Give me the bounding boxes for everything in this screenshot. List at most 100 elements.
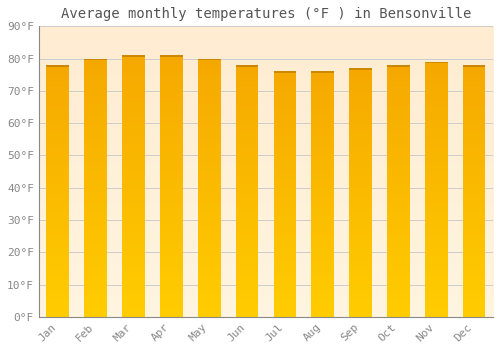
Bar	[312, 90, 334, 93]
Bar	[274, 256, 296, 259]
Bar	[274, 280, 296, 283]
Bar	[274, 170, 296, 173]
Bar	[312, 133, 334, 136]
Bar	[312, 274, 334, 277]
Bar	[463, 100, 485, 103]
Bar	[312, 114, 334, 118]
Bar	[387, 147, 410, 150]
Bar	[46, 241, 69, 244]
Bar	[425, 288, 448, 291]
Bar	[46, 203, 69, 206]
Bar	[84, 194, 107, 197]
Bar	[312, 246, 334, 249]
Bar	[425, 244, 448, 247]
Bar	[122, 251, 145, 255]
Bar	[387, 84, 410, 87]
Bar	[236, 260, 258, 263]
Bar	[312, 130, 334, 133]
Bar	[84, 307, 107, 310]
Bar	[198, 230, 220, 233]
Bar	[160, 265, 182, 268]
Bar	[312, 265, 334, 268]
Bar	[463, 150, 485, 153]
Bar	[236, 235, 258, 238]
Bar	[349, 96, 372, 99]
Bar	[84, 262, 107, 265]
Bar	[349, 289, 372, 292]
Bar	[463, 244, 485, 247]
Bar	[349, 301, 372, 304]
Bar	[160, 183, 182, 186]
Bar	[274, 96, 296, 99]
Bar	[236, 71, 258, 75]
Bar	[122, 98, 145, 101]
Bar	[84, 281, 107, 285]
Bar	[312, 256, 334, 259]
Bar	[349, 103, 372, 106]
Bar	[236, 184, 258, 188]
Bar	[349, 75, 372, 78]
Bar	[84, 100, 107, 104]
Bar	[274, 160, 296, 163]
Bar	[160, 108, 182, 111]
Bar	[122, 144, 145, 147]
Bar	[312, 170, 334, 173]
Bar	[463, 90, 485, 93]
Bar	[160, 104, 182, 108]
Bar	[122, 232, 145, 235]
Bar	[425, 62, 448, 65]
Bar	[463, 131, 485, 134]
Bar	[46, 314, 69, 317]
Bar	[46, 144, 69, 147]
Bar	[312, 314, 334, 317]
Bar	[387, 128, 410, 131]
Bar	[198, 301, 220, 304]
Bar	[425, 205, 448, 208]
Bar	[463, 103, 485, 106]
Bar	[84, 123, 107, 126]
Bar	[274, 133, 296, 136]
Bar	[122, 183, 145, 186]
Bar	[122, 199, 145, 202]
Bar	[122, 300, 145, 304]
Bar	[160, 300, 182, 304]
Bar	[463, 78, 485, 81]
Bar	[198, 275, 220, 278]
Bar	[198, 78, 220, 81]
Bar	[274, 185, 296, 188]
Bar	[84, 126, 107, 130]
Bar	[387, 184, 410, 188]
Bar	[84, 298, 107, 301]
Bar	[160, 150, 182, 153]
Bar	[84, 62, 107, 65]
Bar	[274, 136, 296, 139]
Bar	[463, 169, 485, 172]
Bar	[387, 109, 410, 112]
Bar	[198, 162, 220, 165]
Bar	[122, 222, 145, 225]
Bar	[425, 176, 448, 180]
Bar	[84, 288, 107, 291]
Bar	[46, 279, 69, 282]
Bar	[84, 110, 107, 113]
Bar	[463, 197, 485, 200]
Bar	[236, 238, 258, 241]
Bar	[198, 262, 220, 265]
Bar	[425, 183, 448, 186]
Bar	[274, 222, 296, 225]
Bar	[160, 114, 182, 118]
Bar	[312, 259, 334, 261]
Bar	[46, 112, 69, 116]
Bar	[425, 259, 448, 262]
Bar	[349, 180, 372, 183]
Bar	[387, 116, 410, 119]
Bar	[236, 197, 258, 200]
Bar	[46, 232, 69, 235]
Bar	[198, 159, 220, 162]
Bar	[312, 120, 334, 124]
Bar	[198, 62, 220, 65]
Bar	[198, 149, 220, 152]
Bar	[122, 134, 145, 137]
Bar	[160, 186, 182, 189]
Bar	[46, 244, 69, 247]
